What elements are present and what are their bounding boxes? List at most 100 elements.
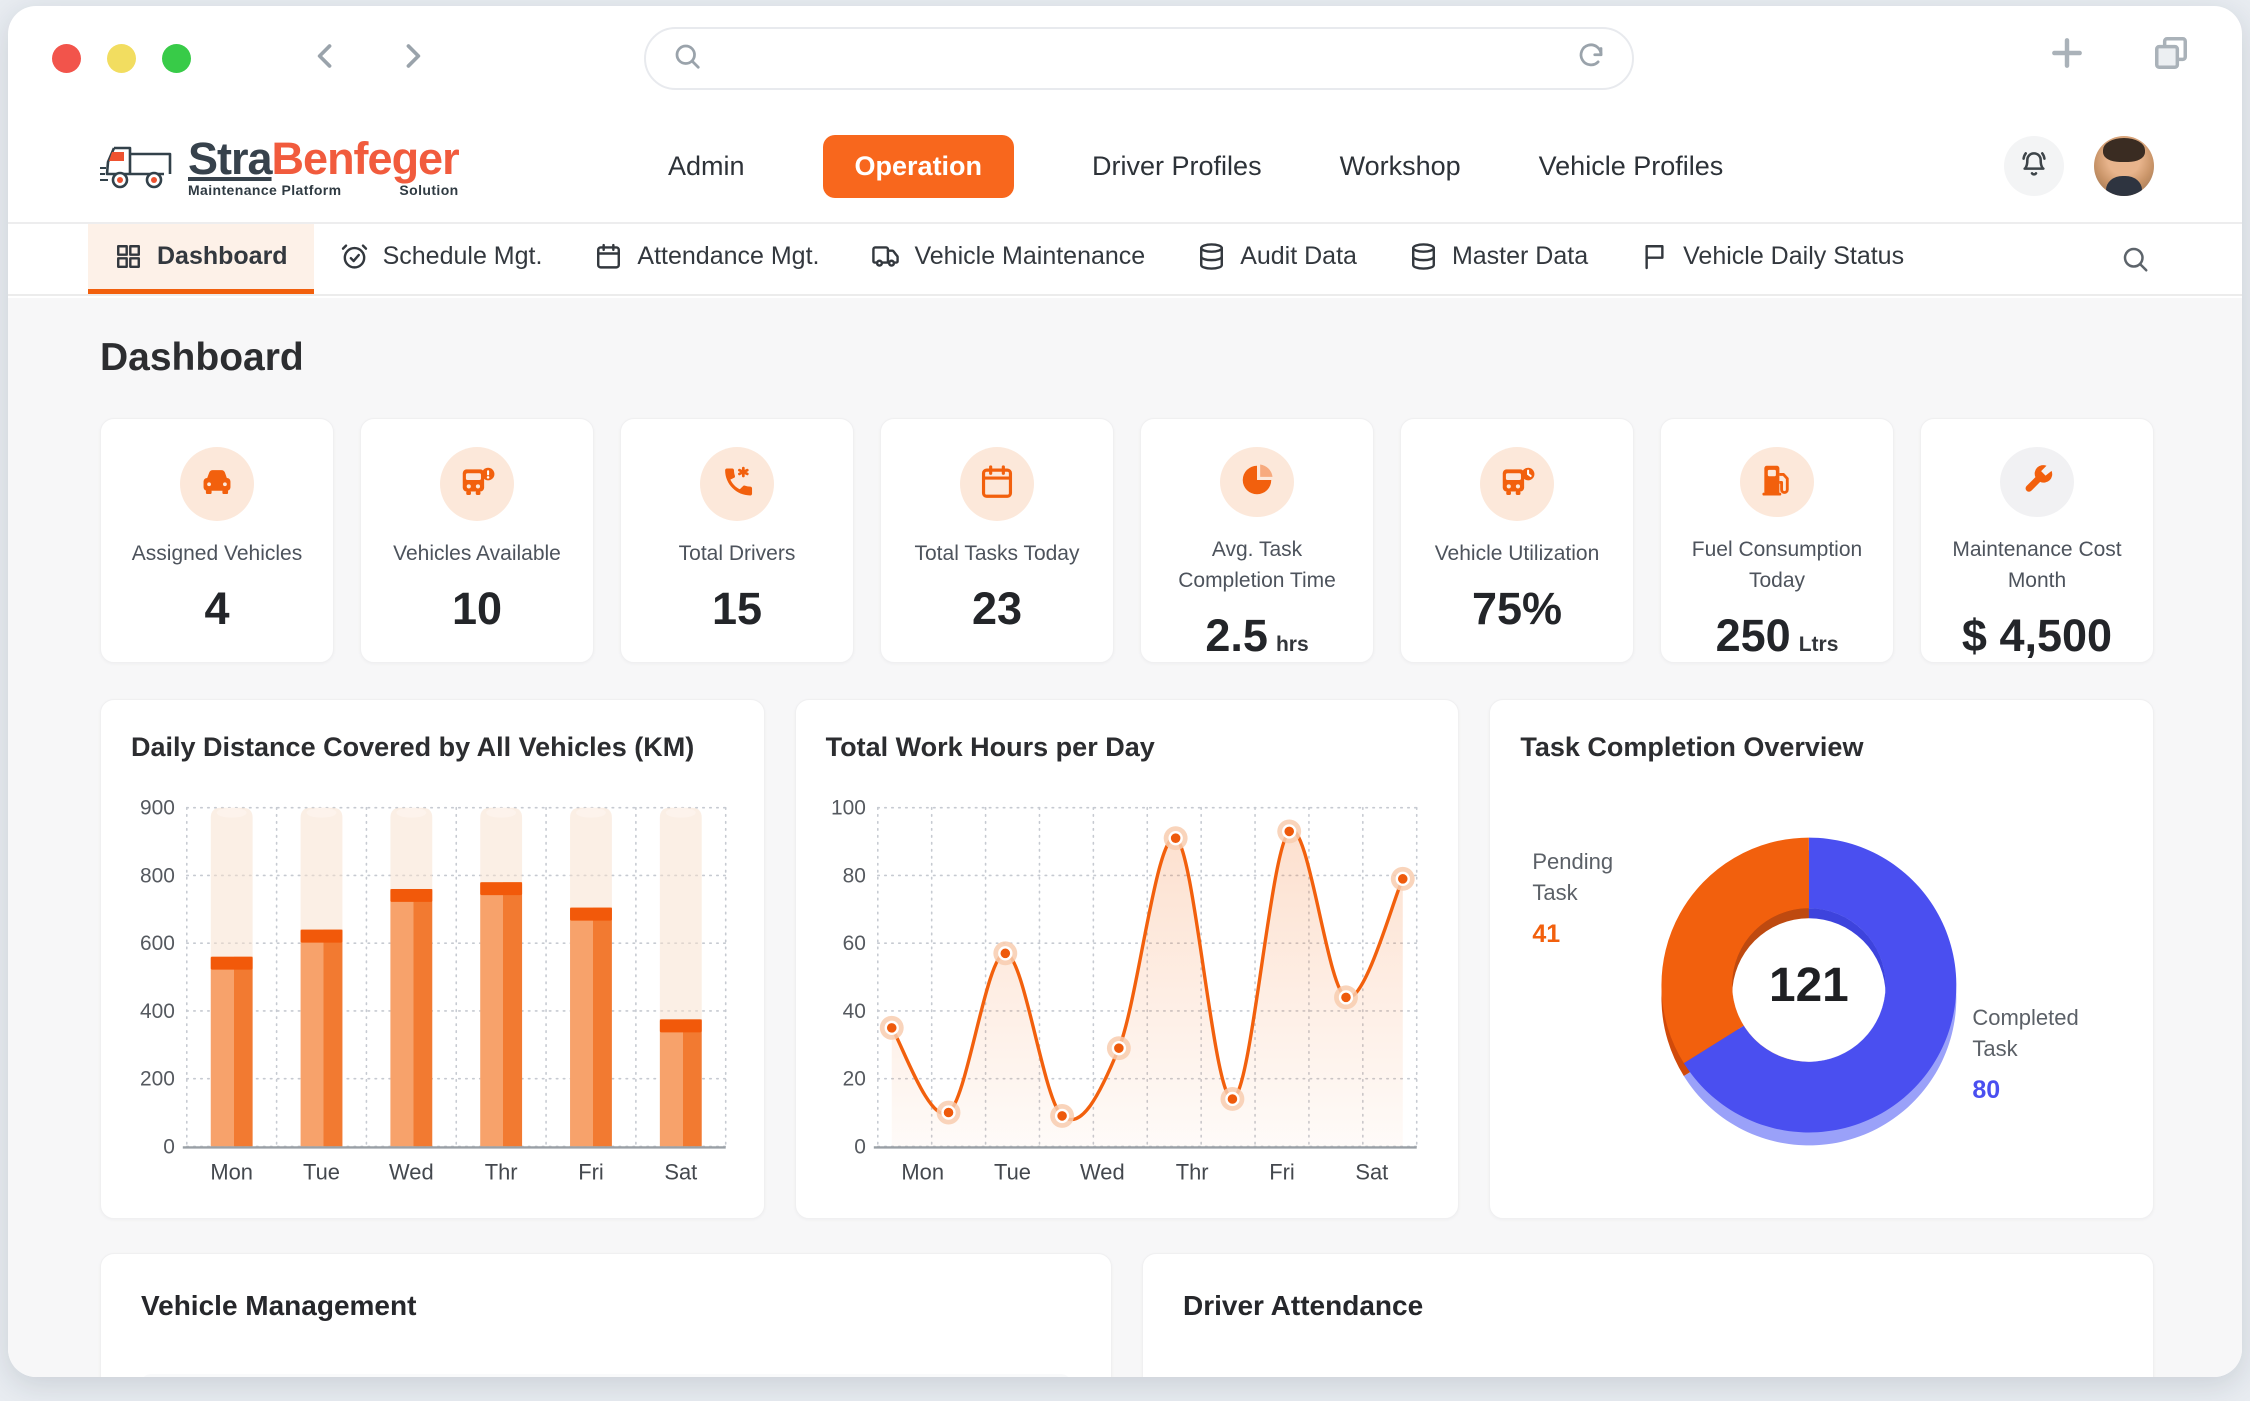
nav-item-admin[interactable]: Admin — [668, 150, 745, 181]
kpi-label: Vehicle Utilization — [1434, 542, 1600, 565]
donut-chart: 121 Pending Task 41 Completed Task 80 — [1520, 785, 2123, 1193]
chart-card-daily-distance: Daily Distance Covered by All Vehicles (… — [100, 699, 765, 1219]
kpi-unit: Ltrs — [1798, 633, 1839, 656]
module-tab-bar: Dashboard Schedule Mgt. Attendance Mgt. Veh… — [8, 224, 2242, 296]
brand-logo[interactable]: StraBenfeger Maintenance Platform Solutio… — [100, 136, 460, 197]
chart-title: Total Work Hours per Day — [825, 732, 1155, 762]
kpi-icon-wrap — [960, 447, 1034, 521]
pie-chart-icon — [1238, 461, 1276, 504]
svg-text:800: 800 — [140, 864, 175, 887]
calendar-icon — [978, 463, 1016, 506]
main-content: Dashboard Assigned Vehicles 4 Vehicles Ava… — [8, 298, 2242, 1377]
tab-label: Vehicle Maintenance — [914, 242, 1146, 270]
svg-text:60: 60 — [842, 932, 865, 955]
kpi-label: Maintenance Cost Month — [1952, 538, 2122, 592]
primary-nav: Admin Operation Driver Profiles Workshop Veh… — [668, 134, 1724, 198]
minimize-window-button[interactable] — [107, 43, 136, 73]
phone-missed-icon — [718, 463, 756, 506]
kpi-label: Fuel Consumption Today — [1691, 538, 1863, 592]
tab-attendance-mgt[interactable]: Attendance Mgt. — [568, 224, 845, 294]
refresh-icon[interactable] — [1576, 41, 1606, 76]
nav-item-operation[interactable]: Operation — [822, 134, 1015, 198]
address-bar[interactable] — [644, 27, 1634, 90]
chart-title: Task Completion Overview — [1520, 732, 1864, 762]
svg-text:Wed: Wed — [1080, 1159, 1125, 1184]
kpi-label: Avg. Task Completion Time — [1178, 538, 1336, 592]
kpi-value: $ 4,500 — [1961, 610, 2113, 661]
kpi-card-vehicle-utilization: Vehicle Utilization 75% — [1400, 418, 1634, 663]
chart-card-task-completion: Task Completion Overview 121 Pending Task… — [1489, 699, 2155, 1219]
fuel-pump-icon — [1758, 461, 1796, 504]
tab-label: Master Data — [1451, 242, 1589, 270]
kpi-icon-wrap — [700, 447, 774, 521]
tab-vehicle-daily-status[interactable]: Vehicle Daily Status — [1614, 224, 1930, 294]
svg-text:Thr: Thr — [485, 1159, 518, 1184]
vehicle-management-card: Vehicle Management VehicleLast ServiceNe… — [100, 1253, 1112, 1377]
tab-label: Dashboard — [157, 242, 288, 270]
page-title: Dashboard — [100, 336, 304, 379]
tab-vehicle-maintenance[interactable]: Vehicle Maintenance — [845, 224, 1171, 294]
kpi-icon-wrap — [1220, 447, 1294, 518]
nav-item-workshop[interactable]: Workshop — [1339, 150, 1461, 181]
donut-label-pending-task: Pending Task 41 — [1532, 849, 1614, 948]
svg-text:Mon: Mon — [210, 1159, 253, 1184]
kpi-card-assigned-vehicles: Assigned Vehicles 4 — [100, 418, 334, 663]
tab-label: Audit Data — [1240, 242, 1357, 270]
nav-item-driver-profiles[interactable]: Driver Profiles — [1092, 150, 1262, 181]
svg-text:Fri: Fri — [1269, 1159, 1295, 1184]
kpi-label: Vehicles Available — [393, 542, 561, 565]
kpi-icon-wrap — [180, 447, 254, 521]
zoom-window-button[interactable] — [162, 43, 191, 73]
browser-chrome — [8, 6, 2242, 110]
close-window-button[interactable] — [52, 43, 81, 73]
tab-dashboard[interactable]: Dashboard — [88, 224, 314, 294]
tab-label: Schedule Mgt. — [382, 242, 543, 270]
search-icon — [672, 41, 702, 76]
flag-icon — [1640, 242, 1669, 271]
tab-schedule-mgt[interactable]: Schedule Mgt. — [314, 224, 569, 294]
kpi-label: Total Drivers — [678, 542, 796, 565]
truck-icon — [871, 242, 900, 271]
donut-label-completed-task: Completed Task 80 — [1972, 1005, 2079, 1104]
tabbar-search-icon[interactable] — [2120, 244, 2150, 279]
bus-alert-icon — [458, 463, 496, 506]
svg-text:Tue: Tue — [994, 1159, 1031, 1184]
tab-audit-data[interactable]: Audit Data — [1171, 224, 1383, 294]
browser-back-icon[interactable] — [309, 39, 343, 78]
tabs-overview-icon[interactable] — [2152, 34, 2190, 77]
bell-icon — [2018, 148, 2050, 185]
section-title: Vehicle Management — [141, 1290, 417, 1321]
kpi-value: 15 — [711, 583, 763, 635]
svg-text:Sat: Sat — [1355, 1159, 1388, 1184]
kpi-value: 4 — [204, 583, 230, 635]
tab-master-data[interactable]: Master Data — [1383, 224, 1614, 294]
tab-label: Vehicle Daily Status — [1683, 242, 1905, 270]
tab-label: Attendance Mgt. — [637, 242, 820, 270]
window-controls — [52, 43, 191, 73]
calendar-icon — [594, 242, 623, 271]
svg-text:900: 900 — [140, 797, 175, 820]
svg-text:Sat: Sat — [664, 1159, 697, 1184]
svg-text:80: 80 — [842, 864, 865, 887]
app-window: StraBenfeger Maintenance Platform Solutio… — [8, 6, 2242, 1377]
database-icon — [1409, 242, 1438, 271]
kpi-unit: hrs — [1275, 633, 1309, 656]
nav-item-vehicle-profiles[interactable]: Vehicle Profiles — [1538, 150, 1724, 181]
kpi-value: 250 Ltrs — [1715, 610, 1839, 661]
svg-text:400: 400 — [140, 1000, 175, 1023]
tabs: Dashboard Schedule Mgt. Attendance Mgt. Veh… — [88, 224, 1930, 294]
svg-text:Tue: Tue — [303, 1159, 340, 1184]
notifications-button[interactable] — [2004, 136, 2064, 196]
section-title: Driver Attendance — [1183, 1290, 1424, 1321]
kpi-icon-wrap — [2000, 447, 2074, 518]
grid-icon — [114, 242, 143, 271]
new-tab-icon[interactable] — [2048, 34, 2086, 77]
svg-text:600: 600 — [140, 932, 175, 955]
svg-text:0: 0 — [163, 1135, 175, 1158]
truck-logo-icon — [100, 140, 178, 197]
svg-text:Mon: Mon — [901, 1159, 944, 1184]
kpi-value: 23 — [971, 583, 1023, 635]
user-avatar[interactable] — [2094, 136, 2154, 196]
kpi-card-avg-task-completion-time: Avg. Task Completion Time 2.5 hrs — [1140, 418, 1374, 663]
browser-forward-icon[interactable] — [395, 39, 429, 78]
